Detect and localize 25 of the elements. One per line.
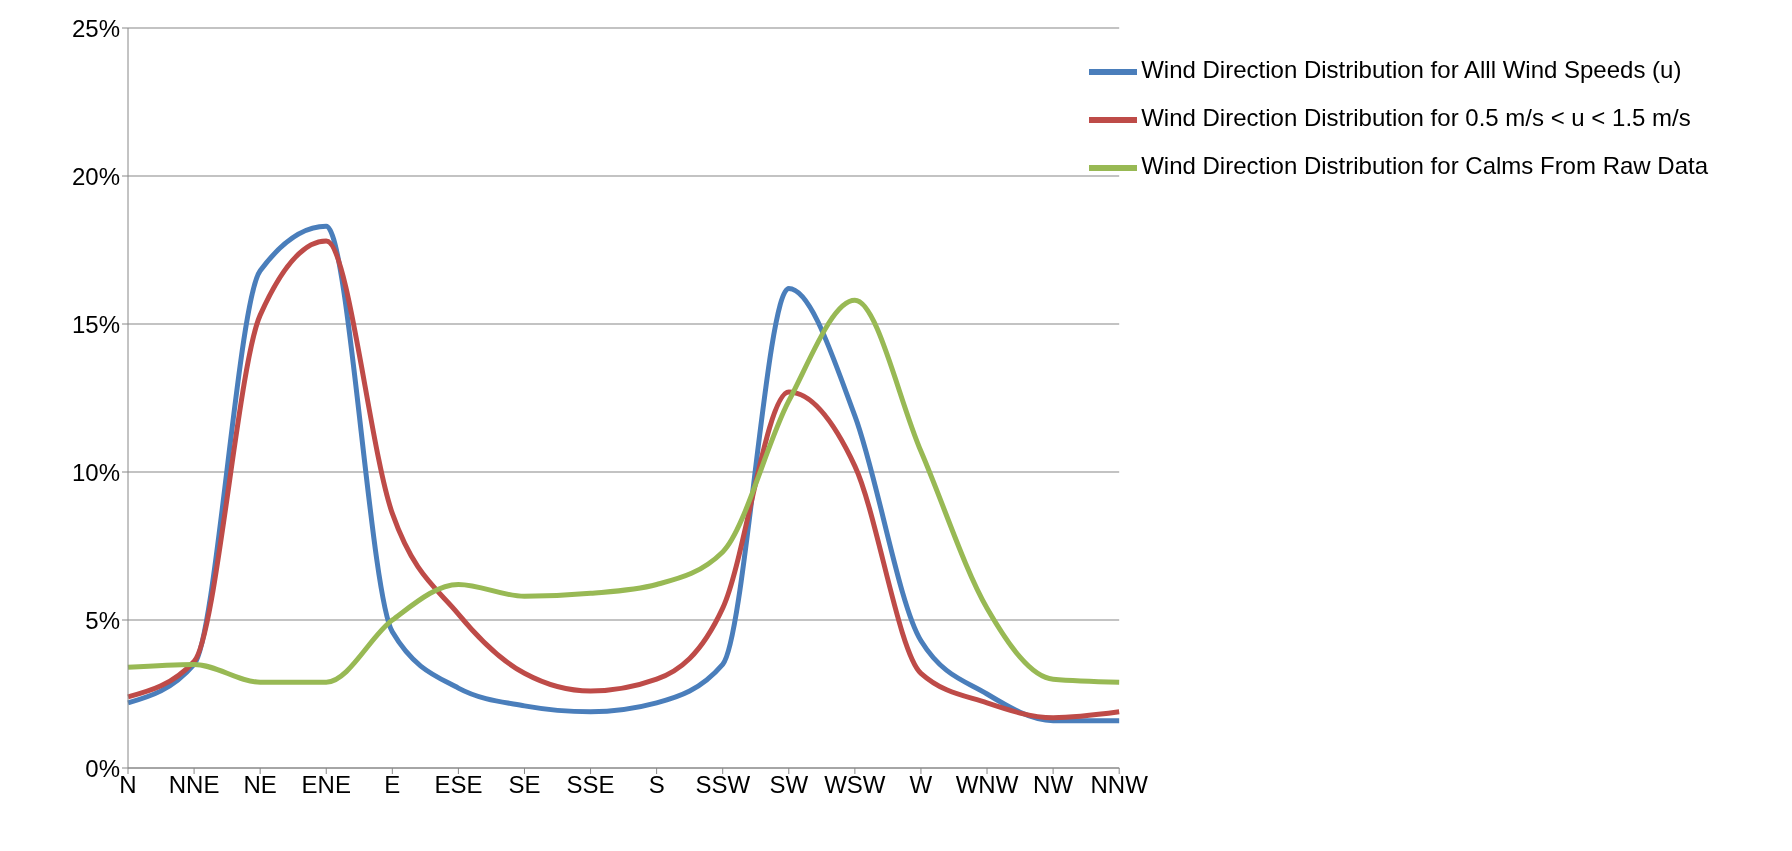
x-tick-label: SSE xyxy=(566,771,615,799)
x-tick-label: SSW xyxy=(695,771,751,799)
x-tick-label: E xyxy=(384,771,401,799)
x-tick-label: NNW xyxy=(1090,771,1149,799)
x-tick-label: N xyxy=(119,771,137,799)
y-tick-label: 0% xyxy=(85,754,120,782)
legend-label: Wind Direction Distribution for Alll Wind Speeds (u) xyxy=(1141,56,1682,84)
y-tick-label: 15% xyxy=(71,310,120,338)
x-tick-label: NE xyxy=(243,771,277,799)
y-tick-label: 10% xyxy=(71,458,120,486)
legend-label: Wind Direction Distribution for Calms From Raw Data xyxy=(1141,152,1708,180)
legend-label: Wind Direction Distribution for 0.5 m/s < u < 1.5 m/s xyxy=(1141,104,1691,132)
y-tick-label: 25% xyxy=(71,14,120,42)
x-tick-label: ESE xyxy=(434,771,483,799)
x-tick-label: SE xyxy=(508,771,541,799)
x-tick-label: WNW xyxy=(955,771,1019,799)
x-tick-label: W xyxy=(909,771,933,799)
x-tick-label: ENE xyxy=(301,771,351,799)
x-tick-label: S xyxy=(648,771,665,799)
x-tick-label: SW xyxy=(769,771,809,799)
x-tick-label: NNE xyxy=(168,771,220,799)
x-tick-label: NW xyxy=(1033,771,1074,799)
y-tick-label: 20% xyxy=(71,162,120,190)
x-tick-label: WSW xyxy=(824,771,886,799)
y-tick-label: 5% xyxy=(85,606,120,634)
